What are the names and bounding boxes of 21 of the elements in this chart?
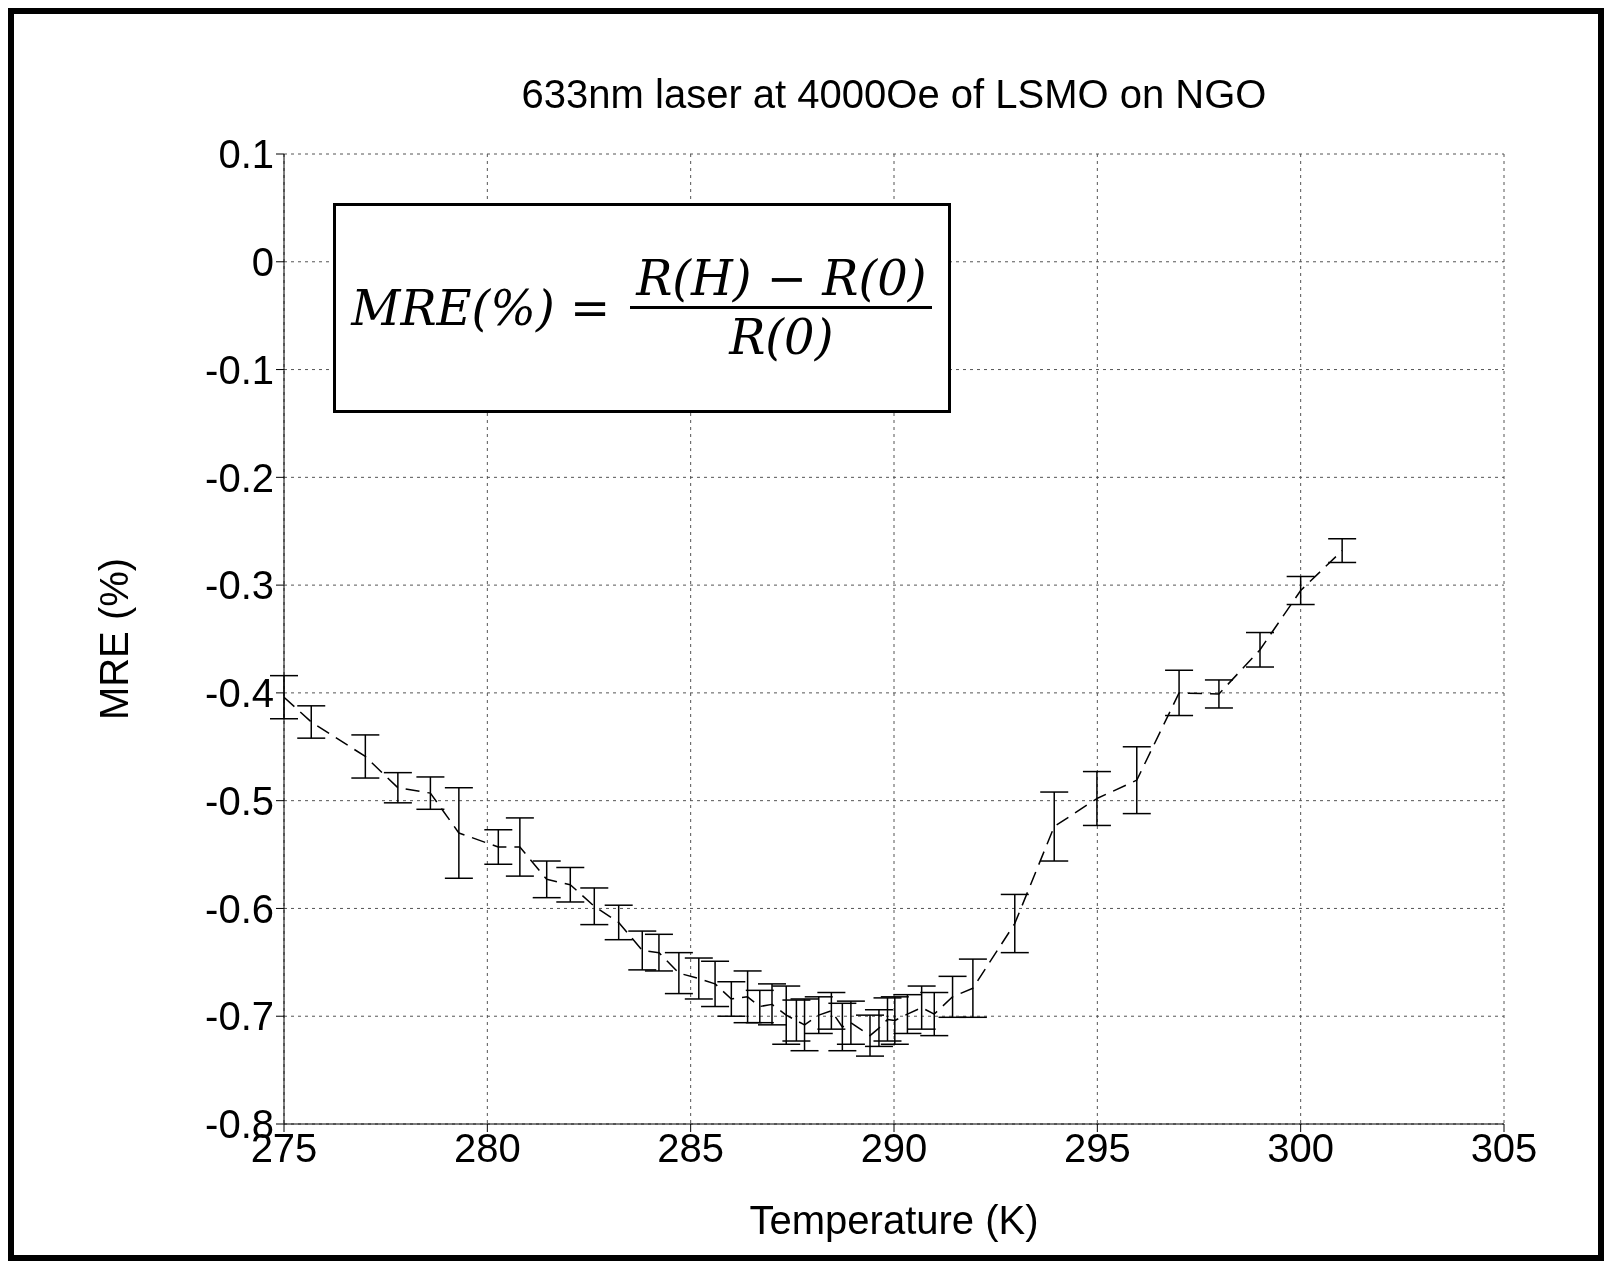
y-tick-label: -0.5 (205, 778, 274, 823)
annotation: R(H) − R(0) (630, 250, 933, 310)
y-tick-label: -0.1 (205, 347, 274, 392)
x-axis-title: Temperature (K) (749, 1198, 1039, 1242)
x-tick-label: 300 (1267, 1126, 1335, 1171)
y-axis-title: MRE (%) (92, 557, 137, 721)
x-tick-label: 280 (453, 1126, 521, 1171)
x-tick-label: 305 (1470, 1126, 1538, 1171)
y-tick-label: 0.1 (218, 132, 274, 177)
y-tick-label: -0.2 (205, 455, 274, 500)
y-tick-label: -0.4 (205, 671, 274, 716)
y-tick-label: 0 (251, 239, 274, 284)
y-tick-label: -0.7 (205, 994, 274, 1039)
y-tick-label: -0.3 (205, 563, 274, 608)
annotation: R(0) (729, 309, 834, 366)
y-tick-label: -0.6 (205, 886, 274, 931)
x-tick-label: 285 (657, 1126, 725, 1171)
x-tick-label: 295 (1063, 1126, 1131, 1171)
annotation: MRE(%) = (351, 279, 611, 336)
x-tick-label: 290 (860, 1126, 928, 1171)
chart-title: 633nm laser at 4000Oe of LSMO on NGO (520, 72, 1268, 117)
